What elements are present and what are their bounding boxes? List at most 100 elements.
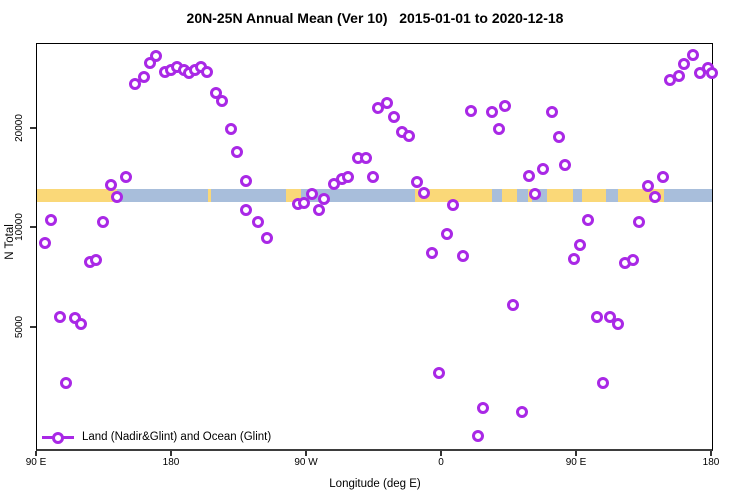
data-point [446, 199, 459, 212]
x-axis-tick [440, 451, 442, 456]
x-axis-label: Longitude (deg E) [329, 478, 421, 490]
data-point [641, 179, 654, 192]
land-segment [502, 189, 517, 202]
land-segment [415, 189, 492, 202]
data-point [568, 252, 580, 265]
data-point [59, 376, 72, 389]
land-segment [581, 189, 606, 202]
data-point [305, 187, 318, 200]
x-tick-label: 0 [438, 457, 444, 468]
data-point [410, 175, 423, 188]
data-point [128, 77, 141, 90]
data-point [596, 376, 609, 389]
x-axis-tick [575, 451, 577, 456]
x-axis-tick [710, 451, 712, 456]
legend-label: Land (Nadir&Glint) and Ocean (Glint) [82, 431, 272, 443]
y-axis-tick [30, 325, 36, 328]
y-tick-label: 10000 [13, 213, 25, 241]
data-point [581, 213, 594, 226]
y-tick-label: 20000 [13, 113, 25, 142]
data-point [673, 70, 685, 83]
data-point [590, 310, 603, 323]
data-point [119, 170, 132, 183]
data-point [367, 170, 379, 183]
legend: Land (Nadir&Glint) and Ocean (Glint) [42, 430, 271, 444]
data-point [499, 99, 511, 112]
data-point [559, 159, 571, 172]
data-point [485, 106, 498, 119]
x-axis-tick [35, 451, 37, 456]
data-point [44, 213, 57, 226]
y-tick-label: 5000 [13, 315, 25, 338]
legend-marker-icon [42, 430, 74, 444]
legend-circle-icon [52, 431, 64, 444]
data-point [200, 65, 213, 78]
x-tick-label: 180 [702, 457, 720, 468]
data-point [341, 170, 354, 183]
data-point [418, 186, 430, 199]
land-ocean-strip [37, 189, 712, 202]
data-point [251, 216, 264, 229]
data-point [260, 231, 273, 244]
land-segment [37, 189, 117, 202]
data-point [464, 104, 477, 117]
data-point [89, 254, 102, 267]
data-point [224, 123, 237, 136]
data-point [440, 228, 453, 240]
land-segment [208, 189, 211, 202]
data-point [359, 151, 372, 164]
data-point [536, 162, 549, 175]
x-tick-label: 90 E [565, 457, 587, 468]
data-point [137, 71, 150, 84]
plot-area: Land (Nadir&Glint) and Ocean (Glint) [36, 43, 718, 451]
land-segment [547, 189, 573, 202]
data-point [677, 58, 690, 71]
data-point [104, 178, 117, 191]
data-point [632, 216, 645, 229]
data-point [472, 429, 484, 442]
data-point [149, 50, 162, 63]
data-point [649, 191, 661, 204]
data-point [626, 254, 639, 267]
x-tick-label: 90 W [294, 457, 318, 468]
data-point [239, 204, 252, 217]
data-point [574, 239, 586, 252]
data-point [215, 95, 228, 108]
data-point [529, 187, 541, 200]
data-point [515, 405, 528, 418]
data-point [611, 318, 624, 331]
data-point [380, 96, 393, 109]
x-axis-tick [170, 451, 172, 456]
data-point [656, 170, 669, 183]
y-axis-tick [30, 126, 36, 129]
data-point [433, 367, 445, 380]
data-point [457, 249, 469, 262]
data-point [523, 169, 535, 182]
x-tick-label: 90 E [25, 457, 47, 468]
data-point [53, 310, 66, 323]
data-point [110, 191, 123, 204]
x-axis-tick [305, 451, 307, 456]
data-point [493, 123, 505, 136]
data-point [38, 236, 51, 249]
data-point [553, 130, 565, 143]
data-point [425, 247, 438, 260]
data-point [403, 129, 415, 142]
chart-title: 20N-25N Annual Mean (Ver 10) 2015-01-01 … [186, 10, 564, 26]
data-point [298, 197, 310, 210]
data-point [313, 204, 325, 217]
data-point [476, 402, 489, 415]
data-point [506, 298, 519, 311]
data-point [706, 67, 718, 80]
y-axis-tick [30, 226, 36, 228]
data-point [230, 145, 243, 158]
data-point [239, 174, 252, 187]
data-point [545, 106, 558, 119]
data-point [388, 110, 400, 123]
data-point [317, 193, 330, 206]
x-tick-label: 180 [162, 457, 180, 468]
data-point [97, 216, 109, 229]
data-point [74, 318, 87, 331]
data-point [686, 48, 699, 61]
